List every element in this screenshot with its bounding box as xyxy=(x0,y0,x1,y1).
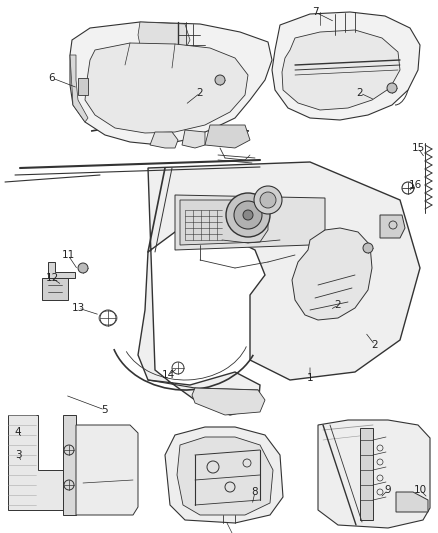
Circle shape xyxy=(363,243,373,253)
Polygon shape xyxy=(70,55,88,122)
Text: 15: 15 xyxy=(411,143,424,153)
Polygon shape xyxy=(48,262,75,278)
Circle shape xyxy=(226,193,270,237)
Polygon shape xyxy=(282,30,400,110)
Text: 9: 9 xyxy=(385,485,391,495)
Polygon shape xyxy=(180,200,268,245)
Polygon shape xyxy=(63,415,76,515)
Polygon shape xyxy=(192,388,265,415)
Polygon shape xyxy=(205,125,250,148)
Circle shape xyxy=(260,192,276,208)
Circle shape xyxy=(254,186,282,214)
Polygon shape xyxy=(177,437,273,515)
Polygon shape xyxy=(396,492,428,512)
Text: 6: 6 xyxy=(49,73,55,83)
Text: 10: 10 xyxy=(413,485,427,495)
Polygon shape xyxy=(318,420,430,528)
Polygon shape xyxy=(138,22,190,52)
Text: 12: 12 xyxy=(46,273,59,283)
Polygon shape xyxy=(360,428,373,520)
Polygon shape xyxy=(150,132,178,148)
Text: 2: 2 xyxy=(335,300,341,310)
Polygon shape xyxy=(42,278,68,300)
Polygon shape xyxy=(78,78,88,95)
Circle shape xyxy=(243,210,253,220)
Text: 2: 2 xyxy=(372,340,378,350)
Text: 11: 11 xyxy=(61,250,74,260)
Polygon shape xyxy=(380,215,405,238)
Text: 13: 13 xyxy=(71,303,85,313)
Polygon shape xyxy=(175,195,325,250)
Polygon shape xyxy=(165,427,283,523)
Text: 3: 3 xyxy=(15,450,21,460)
Polygon shape xyxy=(182,130,205,148)
Text: 2: 2 xyxy=(357,88,363,98)
Polygon shape xyxy=(272,12,420,120)
Polygon shape xyxy=(76,425,138,515)
Polygon shape xyxy=(8,415,63,510)
Text: 7: 7 xyxy=(312,7,318,17)
Circle shape xyxy=(215,75,225,85)
Text: 2: 2 xyxy=(197,88,203,98)
Circle shape xyxy=(234,201,262,229)
Text: 1: 1 xyxy=(307,373,313,383)
Text: 5: 5 xyxy=(102,405,108,415)
Circle shape xyxy=(387,83,397,93)
Circle shape xyxy=(78,263,88,273)
Polygon shape xyxy=(138,162,420,415)
Polygon shape xyxy=(292,228,372,320)
Text: 8: 8 xyxy=(252,487,258,497)
Polygon shape xyxy=(85,43,248,133)
Text: 4: 4 xyxy=(15,427,21,437)
Text: 14: 14 xyxy=(161,370,175,380)
Text: 16: 16 xyxy=(408,180,422,190)
Polygon shape xyxy=(70,22,272,145)
